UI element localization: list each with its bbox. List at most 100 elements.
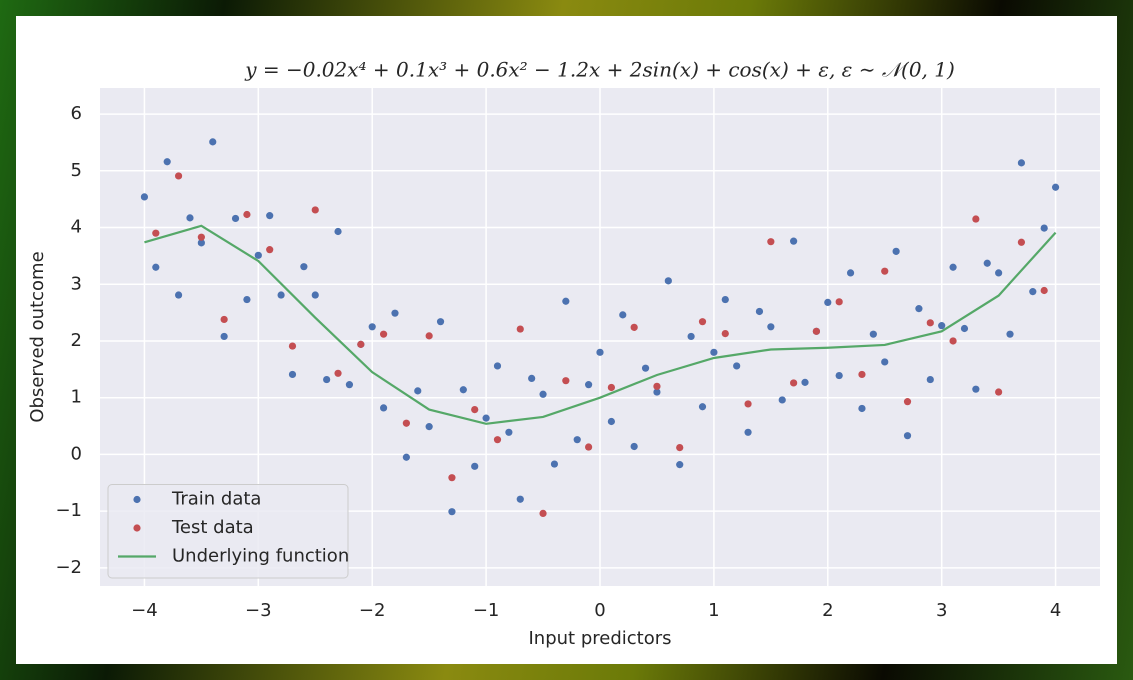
y-tick-label: −1 (55, 500, 82, 521)
data-point (630, 442, 638, 451)
data-point (983, 259, 991, 267)
data-point (585, 381, 593, 389)
data-point (391, 309, 399, 317)
data-point (619, 311, 627, 319)
data-point (220, 332, 228, 341)
data-point (334, 227, 342, 236)
data-point (562, 377, 570, 385)
data-point (231, 214, 240, 223)
data-point (630, 323, 638, 331)
data-point (607, 417, 615, 426)
data-point (744, 428, 752, 436)
y-axis-label: Observed outcome (27, 251, 48, 422)
data-point (528, 374, 536, 383)
data-point (493, 362, 502, 370)
y-tick-label: 0 (71, 443, 82, 464)
data-point (881, 267, 889, 275)
x-tick-label: 0 (594, 600, 605, 621)
data-point (243, 295, 251, 304)
legend-marker (133, 495, 141, 504)
data-point (288, 342, 297, 350)
data-point (152, 229, 160, 237)
data-point (824, 298, 832, 307)
data-point (471, 462, 479, 470)
data-point (995, 388, 1003, 396)
data-point (562, 297, 570, 305)
data-point (869, 330, 877, 338)
data-point (311, 206, 319, 214)
data-point (505, 428, 513, 436)
data-point (550, 460, 559, 468)
data-point (698, 318, 707, 326)
data-point (345, 381, 354, 389)
y-tick-label: 6 (71, 103, 82, 124)
data-point (277, 291, 285, 299)
data-point (926, 375, 934, 384)
data-point (573, 436, 581, 444)
data-point (436, 318, 445, 326)
data-point (846, 269, 855, 277)
y-tick-label: −2 (55, 557, 82, 578)
data-point (858, 404, 866, 413)
data-point (266, 246, 274, 254)
data-point (1040, 224, 1048, 232)
data-point (835, 371, 843, 380)
data-point (653, 382, 661, 390)
data-point (664, 277, 672, 285)
data-point (903, 432, 912, 440)
data-point (174, 172, 183, 180)
data-point (1029, 288, 1037, 296)
data-point (607, 383, 615, 392)
data-point (425, 423, 433, 431)
data-point (539, 509, 547, 517)
data-point (243, 210, 251, 219)
data-point (676, 444, 684, 452)
data-point (744, 400, 752, 408)
data-point (414, 387, 422, 395)
x-tick-label: 4 (1050, 600, 1061, 621)
y-tick-label: 4 (71, 217, 82, 238)
data-point (1017, 238, 1026, 246)
data-point (482, 414, 490, 422)
x-tick-label: −3 (245, 600, 272, 621)
x-tick-label: −1 (473, 600, 500, 621)
y-tick-label: 2 (71, 330, 82, 351)
data-point (721, 329, 729, 338)
data-point (881, 358, 889, 366)
legend-label: Train data (171, 489, 261, 510)
data-point (687, 332, 695, 341)
data-point (448, 508, 456, 516)
data-point (197, 239, 205, 247)
data-point (448, 474, 456, 482)
data-point (767, 323, 775, 331)
data-point (710, 348, 718, 356)
data-point (186, 214, 194, 222)
data-point (721, 295, 729, 304)
data-point (152, 263, 160, 271)
data-point (220, 315, 228, 324)
data-point (698, 403, 707, 411)
data-point (972, 215, 980, 223)
data-point (402, 419, 410, 427)
y-tick-label: 3 (71, 273, 82, 294)
x-tick-label: −2 (359, 600, 386, 621)
data-point (140, 193, 149, 201)
data-point (300, 263, 308, 271)
data-point (960, 324, 969, 333)
x-tick-label: 1 (708, 600, 719, 621)
x-axis-label: Input predictors (528, 628, 671, 649)
data-point (516, 325, 524, 333)
data-point (174, 291, 183, 299)
data-point (926, 319, 934, 327)
data-point (368, 323, 376, 331)
data-point (266, 212, 274, 220)
data-point (812, 327, 821, 335)
data-point (949, 263, 957, 271)
data-point (1040, 286, 1048, 295)
data-point (767, 238, 775, 246)
data-point (596, 348, 604, 356)
data-point (801, 378, 809, 386)
data-point (539, 390, 547, 398)
data-point (209, 138, 217, 146)
data-point (892, 247, 900, 255)
